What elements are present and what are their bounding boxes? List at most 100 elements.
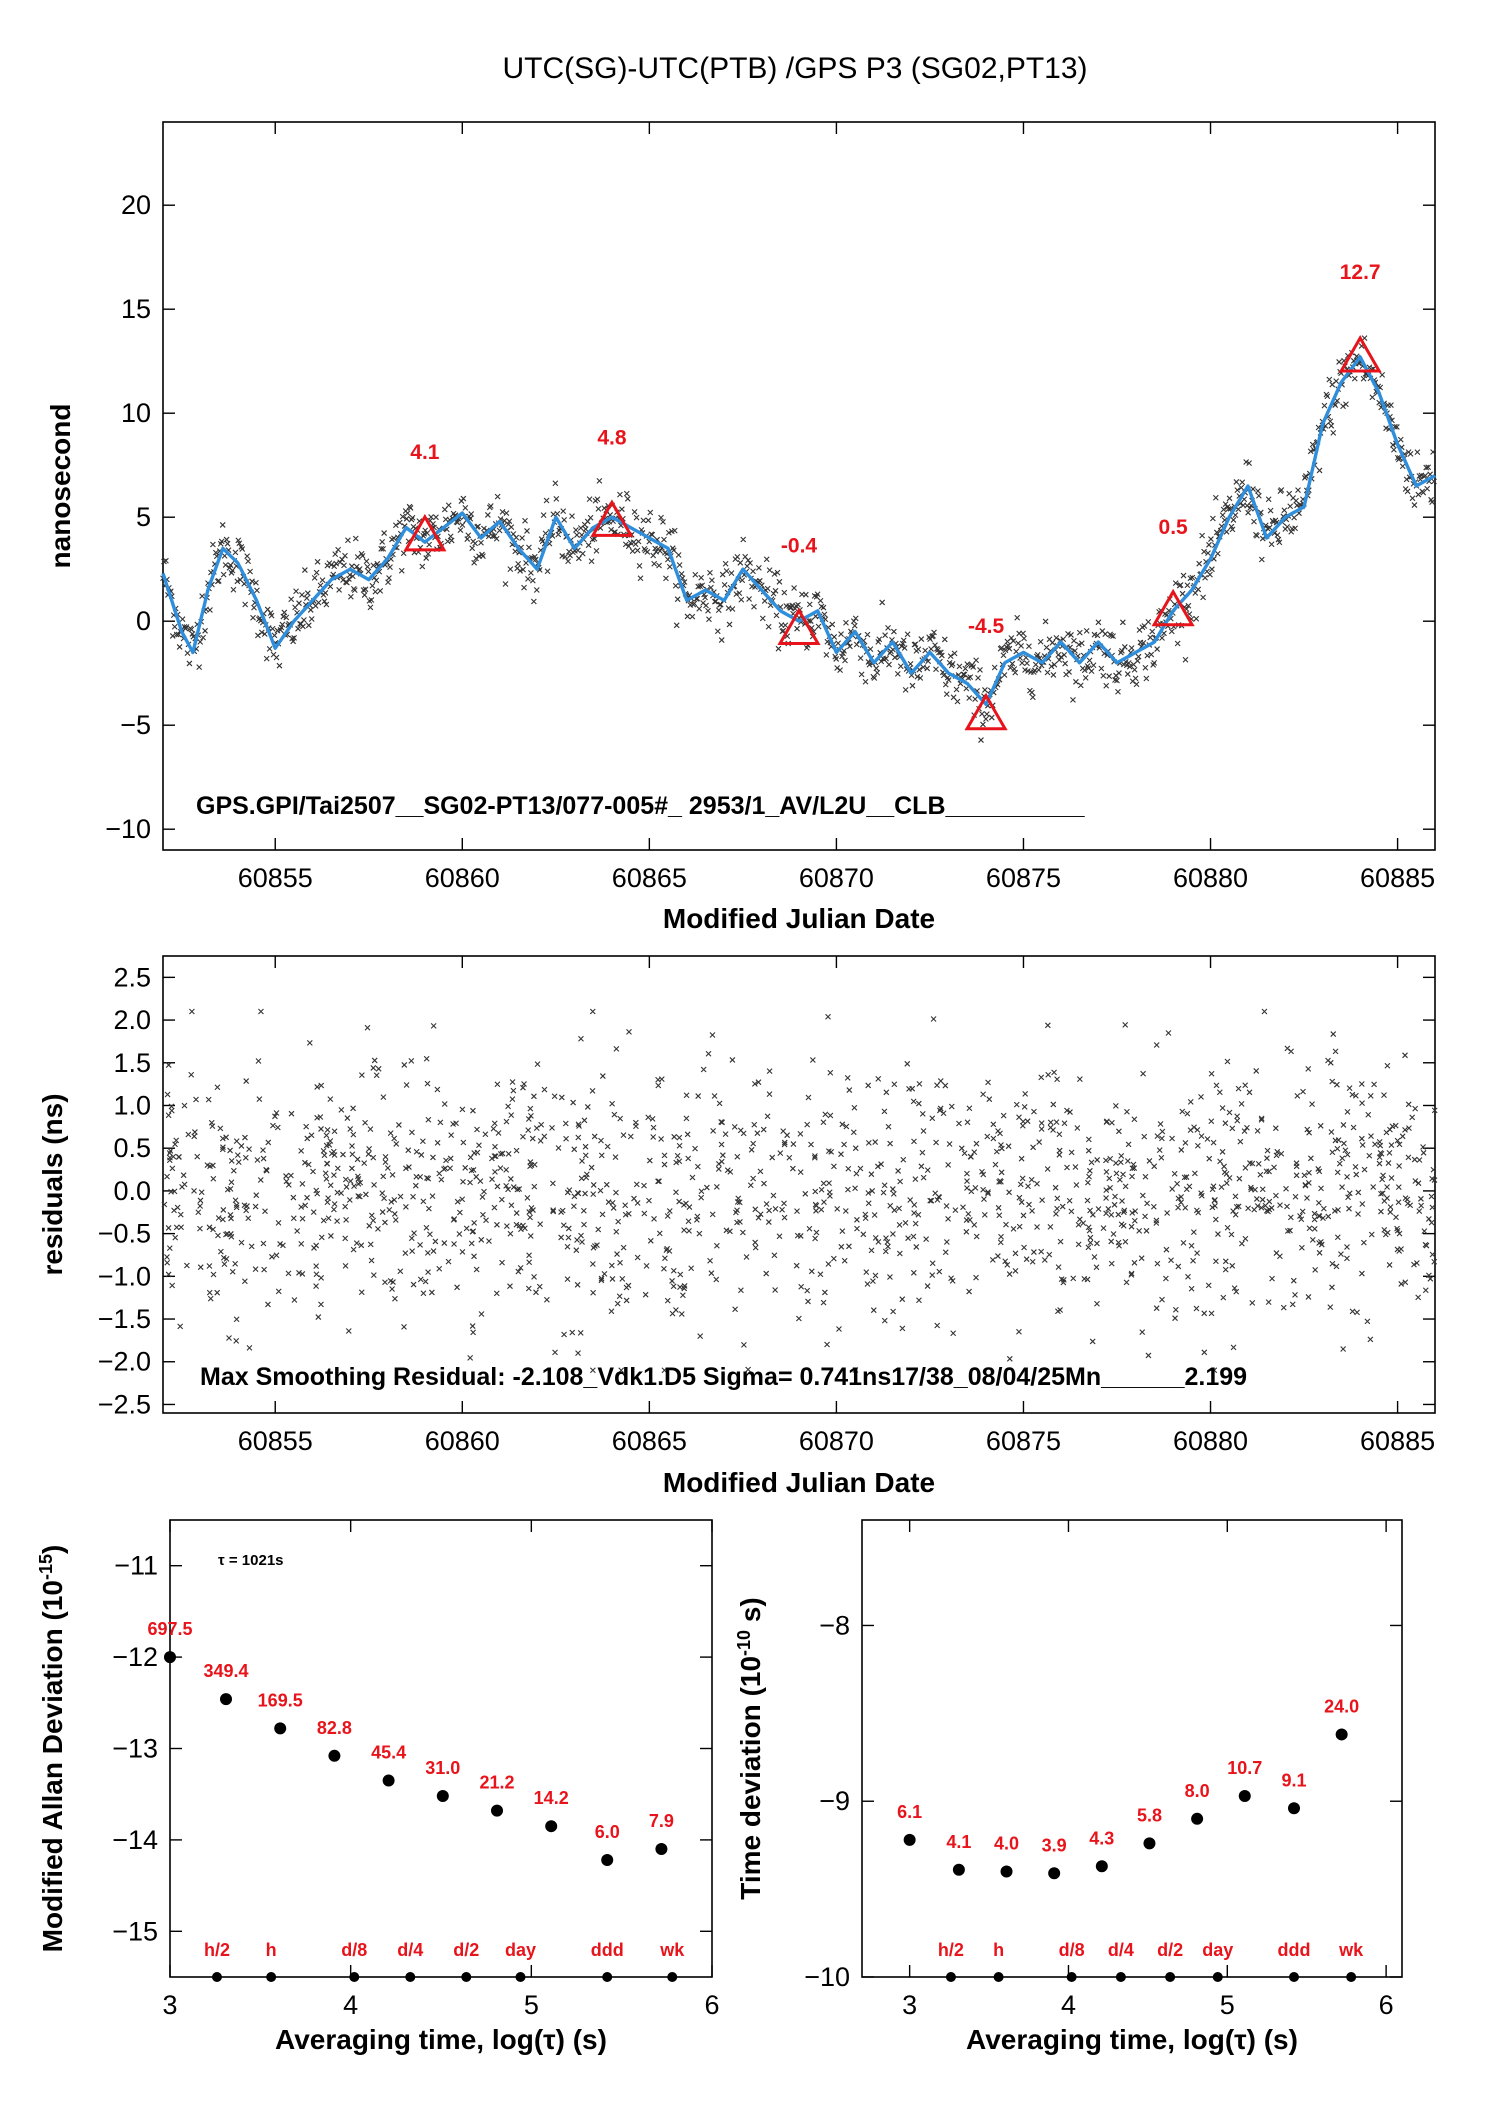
residual-point	[1386, 1262, 1393, 1268]
data-point	[835, 640, 842, 647]
residual-point	[738, 1287, 744, 1294]
residual-point	[817, 1271, 824, 1278]
residual-point	[751, 1121, 758, 1128]
residual-point	[1249, 1299, 1256, 1306]
residual-point	[633, 1181, 640, 1188]
residual-point	[492, 1143, 498, 1150]
residual-point	[1395, 1199, 1402, 1206]
residual-point	[821, 1199, 827, 1206]
residual-point	[1184, 1110, 1191, 1117]
data-point	[245, 558, 252, 565]
residual-point	[887, 1140, 893, 1147]
data-point	[663, 575, 669, 582]
residual-point	[1272, 1125, 1279, 1132]
residual-point	[1342, 1147, 1349, 1154]
data-point	[1106, 673, 1113, 680]
y-axis-label: Modified Allan Deviation (10-15)	[36, 1545, 68, 1953]
residual-point	[574, 1189, 581, 1196]
data-point	[533, 587, 540, 593]
residual-point	[692, 1145, 698, 1152]
residual-point	[727, 1228, 733, 1235]
data-point	[1226, 495, 1233, 502]
residual-point	[670, 1283, 677, 1290]
residual-point	[981, 1212, 988, 1218]
residual-point	[1194, 1126, 1201, 1133]
residual-point	[384, 1165, 391, 1171]
residual-point	[313, 1263, 320, 1270]
data-point	[1431, 478, 1437, 485]
residual-point	[1318, 1185, 1324, 1192]
residual-point	[318, 1082, 325, 1089]
residual-point	[368, 1212, 375, 1219]
residual-point	[805, 1298, 811, 1305]
residual-point	[1038, 1120, 1045, 1127]
residual-point	[1108, 1211, 1115, 1218]
residual-point	[1241, 1128, 1248, 1135]
data-point	[945, 677, 952, 683]
residual-point	[459, 1196, 466, 1203]
data-point	[553, 496, 560, 502]
residual-point	[165, 1225, 172, 1231]
residual-point	[748, 1146, 755, 1153]
data-point	[900, 637, 907, 644]
residual-point	[1381, 1092, 1387, 1099]
data-point	[1066, 669, 1072, 675]
residual-point	[1329, 1078, 1336, 1085]
residual-point	[346, 1197, 353, 1203]
residual-point	[1386, 1150, 1393, 1156]
residual-point	[996, 1212, 1003, 1219]
residual-point	[676, 1158, 683, 1165]
residual-point	[306, 1039, 313, 1046]
residual-point	[912, 1220, 919, 1227]
residual-point	[1253, 1196, 1260, 1202]
residual-point	[945, 1216, 951, 1222]
residual-point	[864, 1281, 871, 1287]
data-point	[661, 536, 667, 543]
data-point	[301, 617, 307, 623]
data-point	[1002, 647, 1009, 654]
residual-point	[401, 1062, 408, 1068]
residual-point	[1053, 1210, 1059, 1217]
residual-point	[1210, 1139, 1217, 1146]
data-point	[774, 569, 781, 576]
x-axis-label: Modified Julian Date	[663, 1467, 935, 1498]
residual-point	[598, 1277, 605, 1284]
residual-point	[929, 1272, 936, 1279]
data-point	[814, 591, 821, 598]
data-point	[946, 659, 953, 666]
data-point	[300, 623, 306, 630]
residual-point	[525, 1127, 532, 1133]
data-point	[1274, 532, 1281, 538]
residual-point	[915, 1211, 922, 1218]
residual-point	[695, 1093, 702, 1099]
residual-point	[896, 1221, 903, 1228]
residual-point	[1251, 1206, 1258, 1213]
residual-point	[1273, 1192, 1279, 1199]
data-point	[337, 559, 343, 566]
data-point	[560, 508, 567, 514]
residual-point	[513, 1210, 520, 1216]
residual-point	[1330, 1031, 1337, 1037]
residual-point	[1153, 1305, 1160, 1312]
data-point	[932, 642, 938, 649]
residual-point	[1245, 1205, 1251, 1212]
residual-point	[790, 1141, 797, 1147]
residual-point	[613, 1045, 620, 1052]
data-point	[807, 618, 814, 624]
data-point	[291, 634, 298, 641]
data-point	[506, 518, 513, 525]
residual-point	[1005, 1143, 1012, 1150]
residual-point	[1129, 1173, 1135, 1180]
residual-point	[1085, 1244, 1092, 1251]
residual-point	[214, 1084, 221, 1091]
data-point	[1114, 677, 1120, 684]
data-point	[622, 541, 629, 548]
data-point	[593, 547, 600, 554]
residual-point	[670, 1267, 677, 1274]
residual-point	[1349, 1091, 1356, 1098]
data-point	[644, 549, 651, 555]
residual-point	[1169, 1135, 1175, 1142]
data-point	[678, 570, 685, 577]
residual-point	[582, 1152, 589, 1159]
data-point	[253, 579, 259, 586]
